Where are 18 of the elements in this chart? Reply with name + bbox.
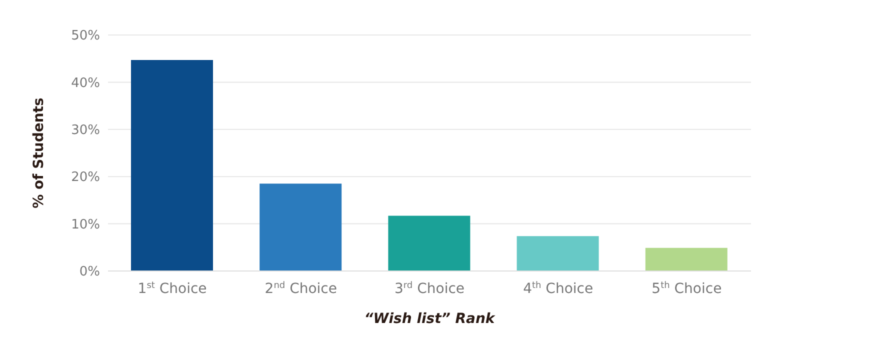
x-axis-title: “Wish list” Rank: [364, 311, 496, 327]
y-axis-title: % of Students: [30, 98, 47, 208]
x-tick-label: 3$^{rd}$ Choice: [394, 281, 465, 297]
x-tick-label: 2$^{nd}$ Choice: [264, 281, 338, 297]
x-tick-label: 1$^{st}$ Choice: [138, 281, 207, 297]
y-tick-label: 10%: [71, 217, 100, 232]
y-tick-label: 20%: [71, 170, 100, 186]
x-tick-label: 4$^{th}$ Choice: [523, 281, 594, 297]
bar: [131, 60, 213, 271]
bar: [645, 248, 728, 271]
y-tick-label: 50%: [71, 28, 100, 44]
x-tick-label: 5$^{th}$ Choice: [652, 281, 722, 297]
y-tick-label: 40%: [71, 76, 100, 91]
y-tick-label: 30%: [71, 123, 100, 138]
y-tick-label: 0%: [79, 264, 100, 280]
bar: [516, 236, 599, 271]
bar: [260, 184, 342, 271]
bar: [388, 216, 470, 271]
